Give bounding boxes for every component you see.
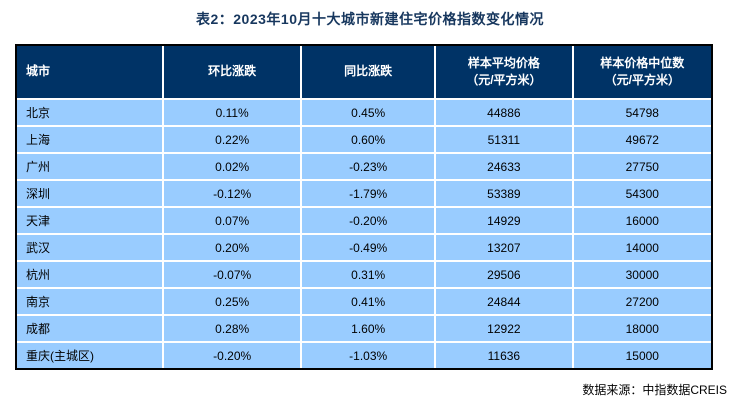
table-row: 天津 0.07% -0.20% 14929 16000 — [17, 208, 711, 235]
median-price-cell: 16000 — [573, 208, 711, 235]
city-cell: 广州 — [17, 154, 165, 181]
median-price-cell: 49672 — [573, 127, 711, 154]
median-price-cell: 30000 — [573, 262, 711, 289]
table-row: 南京 0.25% 0.41% 24844 27200 — [17, 289, 711, 316]
avg-price-cell: 29506 — [436, 262, 574, 289]
yoy-change-cell: -0.23% — [302, 154, 437, 181]
yoy-change-cell: 0.60% — [302, 127, 437, 154]
yoy-change-cell: 0.41% — [302, 289, 437, 316]
median-price-cell: 54798 — [573, 100, 711, 127]
city-cell: 武汉 — [17, 235, 165, 262]
header-median-price: 样本价格中位数 （元/平方米） — [573, 46, 711, 100]
avg-price-cell: 12922 — [436, 316, 574, 343]
avg-price-cell: 44886 — [436, 100, 574, 127]
table-header-row: 城市 环比涨跌 同比涨跌 样本平均价格 （元/平方米） 样本价格中位数 （元/平… — [17, 46, 711, 100]
table-row: 杭州 -0.07% 0.31% 29506 30000 — [17, 262, 711, 289]
mom-change-cell: -0.07% — [164, 262, 303, 289]
mom-change-cell: -0.12% — [164, 181, 303, 208]
mom-change-cell: -0.20% — [164, 343, 303, 368]
city-cell: 重庆(主城区) — [17, 343, 165, 368]
price-index-table-container: 城市 环比涨跌 同比涨跌 样本平均价格 （元/平方米） 样本价格中位数 （元/平… — [15, 44, 713, 370]
table-row: 北京 0.11% 0.45% 44886 54798 — [17, 100, 711, 127]
data-source-note: 数据来源：中指数据CREIS — [582, 383, 727, 397]
page-title: 表2：2023年10月十大城市新建住宅价格指数变化情况 — [195, 11, 544, 27]
header-yoy-change: 同比涨跌 — [302, 46, 437, 100]
avg-price-cell: 13207 — [436, 235, 574, 262]
city-cell: 南京 — [17, 289, 165, 316]
yoy-change-cell: -0.49% — [302, 235, 437, 262]
city-cell: 天津 — [17, 208, 165, 235]
yoy-change-cell: -1.79% — [302, 181, 437, 208]
median-price-cell: 27200 — [573, 289, 711, 316]
table-header: 城市 环比涨跌 同比涨跌 样本平均价格 （元/平方米） 样本价格中位数 （元/平… — [17, 46, 711, 100]
median-price-cell: 18000 — [573, 316, 711, 343]
avg-price-cell: 14929 — [436, 208, 574, 235]
table-row: 上海 0.22% 0.60% 51311 49672 — [17, 127, 711, 154]
avg-price-cell: 11636 — [436, 343, 574, 368]
city-cell: 上海 — [17, 127, 165, 154]
table-row: 深圳 -0.12% -1.79% 53389 54300 — [17, 181, 711, 208]
avg-price-cell: 24633 — [436, 154, 574, 181]
median-price-cell: 27750 — [573, 154, 711, 181]
table-row: 广州 0.02% -0.23% 24633 27750 — [17, 154, 711, 181]
mom-change-cell: 0.11% — [164, 100, 303, 127]
avg-price-cell: 51311 — [436, 127, 574, 154]
yoy-change-cell: 0.45% — [302, 100, 437, 127]
mom-change-cell: 0.02% — [164, 154, 303, 181]
header-city: 城市 — [17, 46, 165, 100]
table-row: 成都 0.28% 1.60% 12922 18000 — [17, 316, 711, 343]
yoy-change-cell: 0.31% — [302, 262, 437, 289]
yoy-change-cell: 1.60% — [302, 316, 437, 343]
mom-change-cell: 0.22% — [164, 127, 303, 154]
median-price-cell: 14000 — [573, 235, 711, 262]
median-price-cell: 54300 — [573, 181, 711, 208]
table-row: 武汉 0.20% -0.49% 13207 14000 — [17, 235, 711, 262]
yoy-change-cell: -1.03% — [302, 343, 437, 368]
median-price-cell: 15000 — [573, 343, 711, 368]
table-body: 北京 0.11% 0.45% 44886 54798 上海 0.22% 0.60% 51311 4… — [17, 100, 711, 368]
table-row: 重庆(主城区) -0.20% -1.03% 11636 15000 — [17, 343, 711, 368]
mom-change-cell: 0.20% — [164, 235, 303, 262]
city-cell: 北京 — [17, 100, 165, 127]
city-cell: 深圳 — [17, 181, 165, 208]
mom-change-cell: 0.25% — [164, 289, 303, 316]
avg-price-cell: 53389 — [436, 181, 574, 208]
header-mom-change: 环比涨跌 — [164, 46, 303, 100]
mom-change-cell: 0.07% — [164, 208, 303, 235]
yoy-change-cell: -0.20% — [302, 208, 437, 235]
avg-price-cell: 24844 — [436, 289, 574, 316]
header-avg-price: 样本平均价格 （元/平方米） — [436, 46, 574, 100]
price-index-table: 城市 环比涨跌 同比涨跌 样本平均价格 （元/平方米） 样本价格中位数 （元/平… — [15, 44, 713, 370]
city-cell: 成都 — [17, 316, 165, 343]
mom-change-cell: 0.28% — [164, 316, 303, 343]
city-cell: 杭州 — [17, 262, 165, 289]
